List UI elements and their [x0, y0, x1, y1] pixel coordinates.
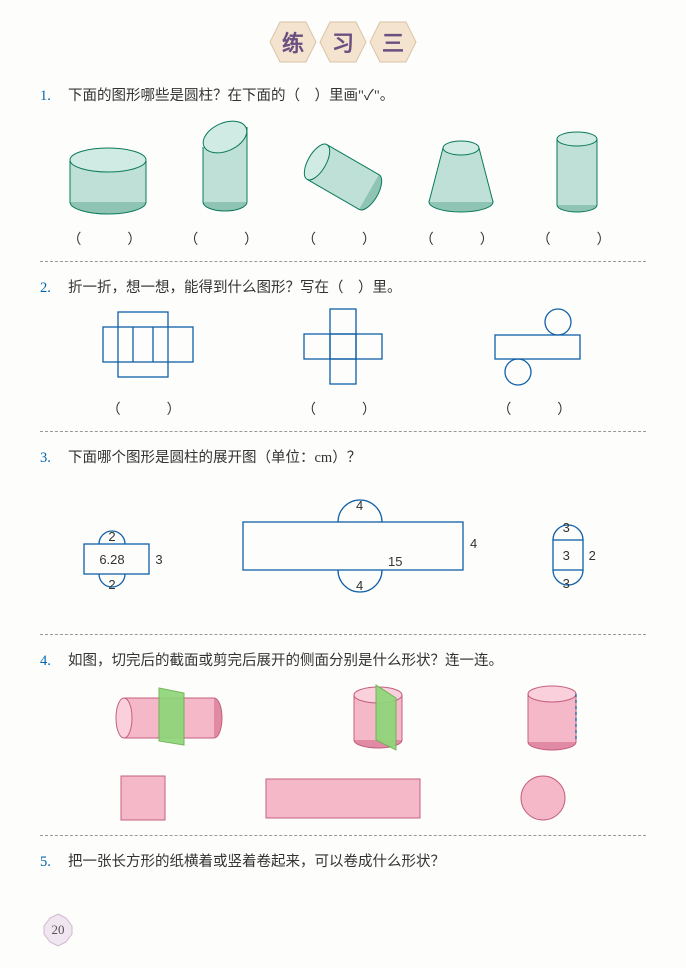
q2-text: 折一折，想一想，能得到什么图形？写在（ ）里。	[68, 276, 402, 297]
q1-paren: （ ）	[184, 229, 274, 249]
q4-shape-1	[99, 683, 239, 753]
q2-net-1	[93, 307, 203, 387]
title-char-3: 三	[382, 26, 404, 58]
q2-paren: （ ）	[302, 399, 392, 419]
q4-answer-square	[118, 773, 168, 823]
question-5: 5. 把一张长方形的纸横着或竖着卷起来，可以卷成什么形状？	[40, 850, 646, 871]
q1-shape-cylinder	[63, 142, 153, 217]
q3-item-2: 4 15 4 4	[228, 482, 488, 612]
q1-shape-slanted	[190, 117, 260, 217]
q4-shape-2	[338, 680, 418, 755]
q3-number: 3.	[40, 450, 68, 467]
q2-net-2	[288, 307, 398, 387]
q2-paren: （ ）	[107, 399, 197, 419]
page-number: 20	[40, 912, 76, 948]
q1-number: 1.	[40, 88, 68, 105]
title-char-2: 习	[332, 26, 354, 58]
q2-net-3	[483, 307, 593, 387]
q1-paren: （ ）	[67, 229, 157, 249]
q4-number: 4.	[40, 653, 68, 670]
q4-shape-3	[517, 680, 587, 755]
divider	[40, 835, 646, 836]
q4-answer-rectangle	[263, 776, 423, 821]
question-1: 1. 下面的图形哪些是圆柱？在下面的（ ）里画"✓"。 （ ） （ ）	[40, 84, 646, 249]
q1-paren: （ ）	[302, 229, 392, 249]
divider	[40, 634, 646, 635]
q2-paren: （ ）	[497, 399, 587, 419]
question-4: 4. 如图，切完后的截面或剪完后展开的侧面分别是什么形状？连一连。	[40, 649, 646, 823]
q3-text: 下面哪个图形是圆柱的展开图（单位：cm）？	[68, 446, 361, 467]
q1-shape-tall-cylinder	[550, 127, 605, 217]
q3-item-3: 3 3 2 3	[537, 502, 617, 612]
q3-item-1: 2 6.28 3 2	[69, 512, 179, 612]
q5-number: 5.	[40, 854, 68, 871]
q1-shape-frustum	[421, 132, 501, 217]
q1-paren: （ ）	[420, 229, 510, 249]
q1-paren: （ ）	[537, 229, 627, 249]
page-title: 练 习 三	[40, 20, 646, 64]
divider	[40, 261, 646, 262]
q4-answer-circle	[518, 773, 568, 823]
q4-text: 如图，切完后的截面或剪完后展开的侧面分别是什么形状？连一连。	[68, 649, 503, 670]
q2-number: 2.	[40, 280, 68, 297]
divider	[40, 431, 646, 432]
question-2: 2. 折一折，想一想，能得到什么图形？写在（ ）里。 （ ）	[40, 276, 646, 419]
q5-text: 把一张长方形的纸横着或竖着卷起来，可以卷成什么形状？	[68, 850, 445, 871]
q1-shape-tilted-cylinder	[293, 137, 393, 217]
title-char-1: 练	[282, 26, 304, 58]
q1-text: 下面的图形哪些是圆柱？在下面的（ ）里画"✓"。	[68, 84, 394, 105]
question-3: 3. 下面哪个图形是圆柱的展开图（单位：cm）？ 2 6.28 3 2	[40, 446, 646, 622]
